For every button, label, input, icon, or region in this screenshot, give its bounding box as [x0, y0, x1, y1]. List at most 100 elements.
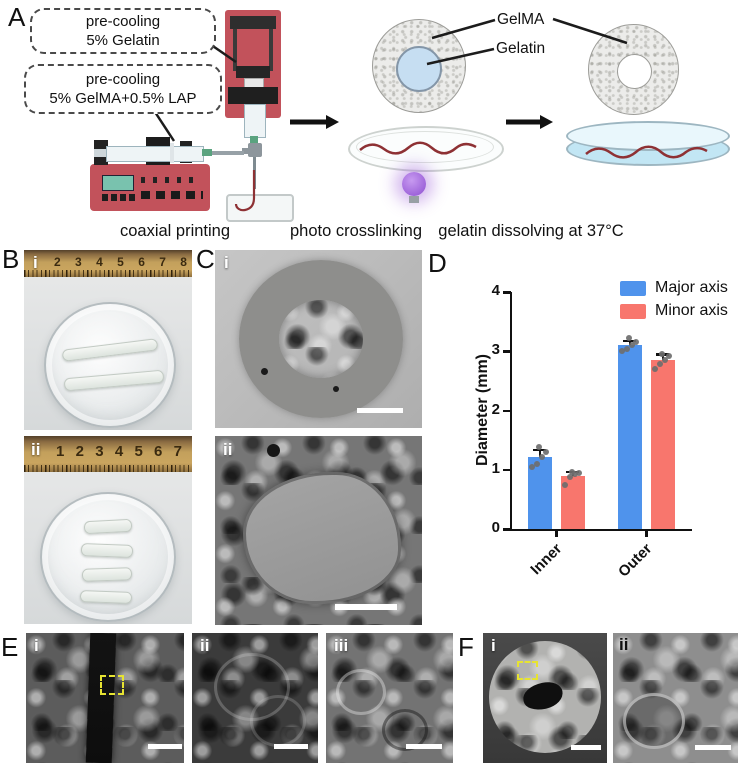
- panel-d-label: D: [428, 248, 447, 278]
- sem-e-i: i: [26, 633, 184, 763]
- gelatin-label: Gelatin: [496, 40, 546, 57]
- ruler-number: 4: [114, 443, 124, 460]
- dot: [665, 352, 672, 359]
- panel-e-label: E: [1, 632, 19, 662]
- ruler-number: 7: [173, 443, 182, 460]
- vertical-syringe-barrel: [244, 104, 266, 138]
- dot: [571, 471, 578, 478]
- horizontal-syringe-plunger: [94, 149, 106, 157]
- ruler-number: 2: [75, 443, 84, 460]
- estem: [538, 449, 541, 458]
- scale-bar-f-i: [571, 745, 601, 750]
- dot: [625, 335, 632, 342]
- panel-b-label: B: [2, 244, 20, 274]
- pore-outline-4: [382, 709, 428, 751]
- scale-bar-e-iii: [406, 744, 442, 749]
- tube-segment-3: [81, 567, 133, 582]
- sub-label-c-i: i: [224, 253, 229, 272]
- sub-label-b-ii: ii: [31, 440, 41, 459]
- sub-label-c-ii: ii: [223, 440, 233, 459]
- pore-outline-3: [336, 669, 386, 715]
- ylab: 4: [491, 282, 500, 299]
- roi-box-f-i: [517, 661, 538, 680]
- sub-label-e-iii: iii: [334, 636, 349, 655]
- bar: [650, 359, 675, 529]
- scale-bar-e-i: [148, 744, 182, 749]
- box1-line1: pre-cooling: [85, 12, 161, 30]
- feed-line: [212, 151, 244, 155]
- ruler-b-ii-ticks: [24, 465, 192, 472]
- dot: [561, 481, 568, 488]
- horizontal-syringe-flange: [170, 143, 174, 163]
- micrograph-c-ii: ii: [215, 436, 422, 625]
- dot: [542, 448, 549, 455]
- xcat: Outer: [614, 540, 656, 581]
- petri-dish-photo-b-i: [44, 302, 176, 428]
- scale-bar-f-ii: [695, 745, 731, 750]
- box2-line2: 5% GelMA+0.5% LAP: [49, 90, 197, 107]
- vertical-pump-block: [228, 87, 278, 104]
- ytick: [503, 468, 511, 472]
- dot: [658, 350, 665, 357]
- xcat: Inner: [527, 540, 566, 579]
- ruler-number: 6: [154, 443, 163, 460]
- legend-swatch-major: [620, 280, 646, 296]
- tube-cross-section-sem: [489, 641, 601, 753]
- coaxial-side-port: [242, 148, 250, 154]
- scale-bar-c-ii: [335, 604, 397, 610]
- ruler-number: 7: [159, 255, 166, 269]
- xtick: [645, 531, 648, 537]
- pump-dots-row: [141, 177, 196, 183]
- caption-photo-crosslinking: photo crosslinking: [289, 222, 423, 240]
- ruler-number: 8: [180, 255, 187, 269]
- dot: [632, 338, 639, 345]
- petri-dish-crosslinking-rim: [356, 131, 494, 163]
- ylab: 3: [491, 341, 500, 359]
- caption-coaxial-printing: coaxial printing: [119, 222, 231, 240]
- uv-lamp-icon: [402, 172, 426, 196]
- ytick: [503, 528, 511, 531]
- scaffold-channel: [85, 633, 117, 763]
- dot: [566, 473, 573, 480]
- pump-dashes-row: [141, 191, 203, 199]
- dot: [623, 345, 630, 352]
- petri-dish-dissolving-rim: [566, 121, 730, 151]
- precooling-gelatin-box: pre-cooling 5% Gelatin: [30, 8, 216, 54]
- dot: [661, 356, 668, 363]
- ruler-b-i-ticks: [24, 270, 192, 277]
- roi-box-e-i: [100, 675, 124, 695]
- debris-dot-2: [333, 386, 339, 392]
- ruler-number: 4: [96, 255, 103, 269]
- pore-outline-2: [250, 695, 306, 747]
- tube-lumen-micrograph: [243, 472, 401, 604]
- sem-e-ii: ii: [192, 633, 318, 763]
- uv-lamp-base: [409, 196, 419, 203]
- sub-label-e-i: i: [34, 636, 39, 655]
- ytick: [503, 291, 511, 294]
- sub-label-f-ii: ii: [619, 635, 629, 654]
- sub-label-e-ii: ii: [200, 636, 210, 655]
- horizontal-syringe-tip: [202, 149, 212, 156]
- horizontal-syringe-barrel: [106, 146, 204, 162]
- dot: [535, 444, 542, 451]
- xtick: [555, 531, 558, 537]
- debris-dot-3: [267, 444, 280, 457]
- dot: [533, 460, 540, 467]
- legend-label-major: Major axis: [655, 279, 728, 296]
- tube-ring-micrograph: [239, 260, 403, 418]
- dot: [538, 454, 545, 461]
- arrow-icon-2: [506, 115, 553, 129]
- tube-segment-4: [79, 590, 133, 604]
- vertical-pump-rail-right: [269, 29, 273, 71]
- coaxial-needle: [253, 157, 256, 189]
- ruler-number: 6: [138, 255, 145, 269]
- box1-line2: 5% Gelatin: [86, 32, 160, 49]
- dot: [628, 342, 635, 349]
- coaxial-connector: [248, 143, 262, 157]
- chart-plot: 0 1 2 3 4 Inner Outer: [492, 282, 692, 581]
